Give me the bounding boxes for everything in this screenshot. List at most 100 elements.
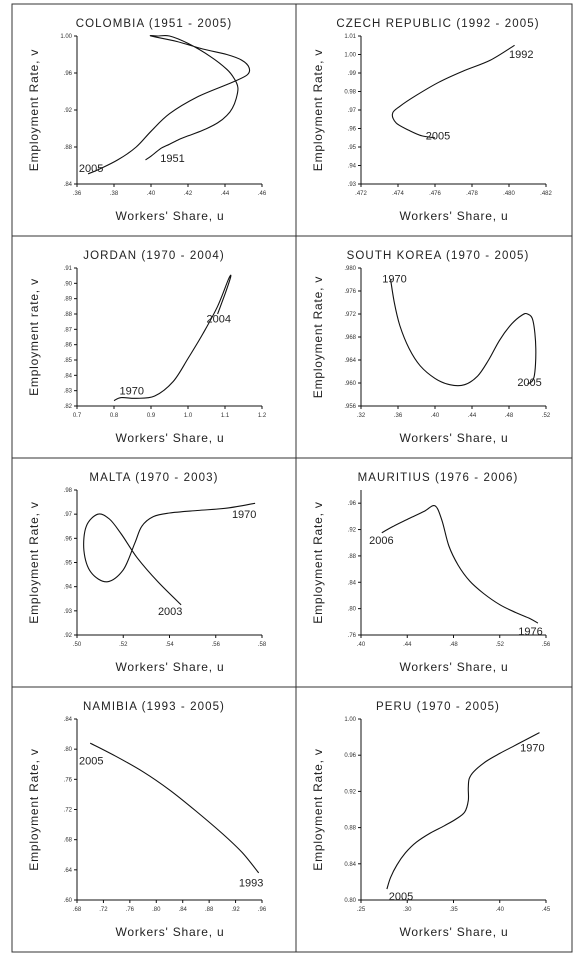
y-tick-label: 1.00 <box>344 717 356 723</box>
x-tick-label: .44 <box>221 191 230 197</box>
series-line <box>390 279 537 387</box>
year-annotation: 2003 <box>158 606 182 618</box>
series-line <box>381 504 539 624</box>
series-line <box>83 502 256 606</box>
y-tick-label: .99 <box>348 71 357 77</box>
x-tick-label: .52 <box>496 642 505 648</box>
x-tick-label: .40 <box>496 907 505 913</box>
y-tick-label: .84 <box>64 717 73 723</box>
year-annotation: 1970 <box>232 509 256 521</box>
y-tick-label: 0.96 <box>344 753 356 759</box>
x-tick-label: .30 <box>403 907 412 913</box>
y-tick-label: .968 <box>344 335 356 341</box>
x-axis-label: Workers' Share, u <box>399 209 508 223</box>
x-tick-label: .35 <box>449 907 458 913</box>
x-axis-label: Workers' Share, u <box>399 431 508 445</box>
x-tick-label: .48 <box>449 642 458 648</box>
chart-title: MALTA (1970 - 2003) <box>89 472 218 484</box>
y-tick-label: .60 <box>64 898 73 904</box>
y-tick-label: .93 <box>348 182 357 188</box>
y-tick-label: .980 <box>344 266 356 272</box>
x-tick-label: 0.8 <box>110 413 119 419</box>
y-tick-label: .84 <box>64 373 73 379</box>
y-tick-label: .84 <box>348 580 357 586</box>
y-tick-label: .95 <box>348 145 357 151</box>
y-axis-label: Employment Rate, v <box>311 501 325 623</box>
y-tick-label: .88 <box>348 554 357 560</box>
chart-panel-5: MALTA (1970 - 2003) .50 .52 .54 .56 .58 .92 .93… <box>27 472 267 674</box>
x-tick-label: 1.2 <box>258 413 267 419</box>
y-tick-label: .92 <box>64 633 73 639</box>
x-tick-label: .478 <box>466 191 478 197</box>
chart-title: MAURITIUS (1976 - 2006) <box>358 472 519 484</box>
y-tick-label: 0.88 <box>344 826 356 832</box>
y-tick-label: .972 <box>344 312 356 318</box>
y-tick-label: .83 <box>64 389 73 395</box>
chart-panel-6: MAURITIUS (1976 - 2006) .40 .44 .48 .52 .56 .7… <box>311 472 551 674</box>
year-annotation: 1970 <box>120 386 144 398</box>
y-tick-label: .96 <box>348 501 357 507</box>
y-tick-label: .87 <box>64 327 73 333</box>
y-tick-label: .89 <box>64 297 73 303</box>
y-axis-label: Employment Rate, v <box>27 748 41 870</box>
x-tick-label: .80 <box>152 907 161 913</box>
year-annotation: 2005 <box>426 131 450 143</box>
y-tick-label: .95 <box>64 561 73 567</box>
x-tick-label: .84 <box>179 907 188 913</box>
year-annotation: 1970 <box>520 743 544 755</box>
y-tick-label: .956 <box>344 404 356 410</box>
y-tick-label: .64 <box>64 868 73 874</box>
y-tick-label: .96 <box>64 536 73 542</box>
series-line <box>89 742 260 874</box>
chart-title: JORDAN (1970 - 2004) <box>83 250 225 262</box>
chart-panel-4: SOUTH KOREA (1970 - 2005) .32 .36 .40 .44 .48… <box>311 250 551 445</box>
x-tick-label: .50 <box>73 642 82 648</box>
y-tick-label: .964 <box>344 358 356 364</box>
year-annotation: 1951 <box>160 153 184 165</box>
y-axis-label: Employment Rate, v <box>311 49 325 171</box>
y-tick-label: .96 <box>348 127 357 133</box>
y-axis-label: Employment Rate, v <box>311 276 325 398</box>
y-axis-label: Employment Rate, v <box>311 748 325 870</box>
y-tick-label: .76 <box>348 633 357 639</box>
x-axis-label: Workers' Share, u <box>115 660 224 674</box>
y-tick-label: .92 <box>64 108 73 114</box>
y-tick-label: .80 <box>64 747 73 753</box>
x-tick-label: .56 <box>212 642 221 648</box>
x-tick-label: .76 <box>126 907 135 913</box>
x-tick-label: .88 <box>205 907 214 913</box>
x-tick-label: .68 <box>73 907 82 913</box>
chart-title: COLOMBIA (1951 - 2005) <box>76 18 233 30</box>
x-axis-label: Workers' Share, u <box>399 660 508 674</box>
y-tick-label: .91 <box>64 266 73 272</box>
y-tick-label: .90 <box>64 281 73 287</box>
x-tick-label: .42 <box>184 191 193 197</box>
x-tick-label: 1.0 <box>184 413 193 419</box>
y-tick-label: .76 <box>64 777 73 783</box>
year-annotation: 2005 <box>79 755 103 767</box>
series-line <box>113 274 232 402</box>
x-tick-label: .40 <box>147 191 156 197</box>
x-tick-label: .52 <box>542 413 551 419</box>
x-tick-label: .476 <box>429 191 441 197</box>
y-tick-label: 0.84 <box>344 862 356 868</box>
y-tick-label: 0.98 <box>344 90 356 96</box>
y-tick-label: .82 <box>64 404 73 410</box>
x-tick-label: .52 <box>119 642 128 648</box>
y-tick-label: .72 <box>64 808 73 814</box>
y-tick-label: .93 <box>64 609 73 615</box>
x-tick-label: .45 <box>542 907 551 913</box>
chart-title: SOUTH KOREA (1970 - 2005) <box>347 250 530 262</box>
year-annotation: 2004 <box>207 313 231 325</box>
x-tick-label: .58 <box>258 642 267 648</box>
x-tick-label: .36 <box>73 191 82 197</box>
outer-frame <box>11 3 573 953</box>
x-tick-label: .44 <box>468 413 477 419</box>
y-tick-label: .84 <box>64 182 73 188</box>
y-tick-label: 1.01 <box>344 34 356 40</box>
x-tick-label: .72 <box>99 907 108 913</box>
x-tick-label: .472 <box>355 191 367 197</box>
x-tick-label: .480 <box>503 191 515 197</box>
chart-panel-2: CZECH REPUBLIC (1992 - 2005) .472 .474 .476… <box>311 18 552 223</box>
